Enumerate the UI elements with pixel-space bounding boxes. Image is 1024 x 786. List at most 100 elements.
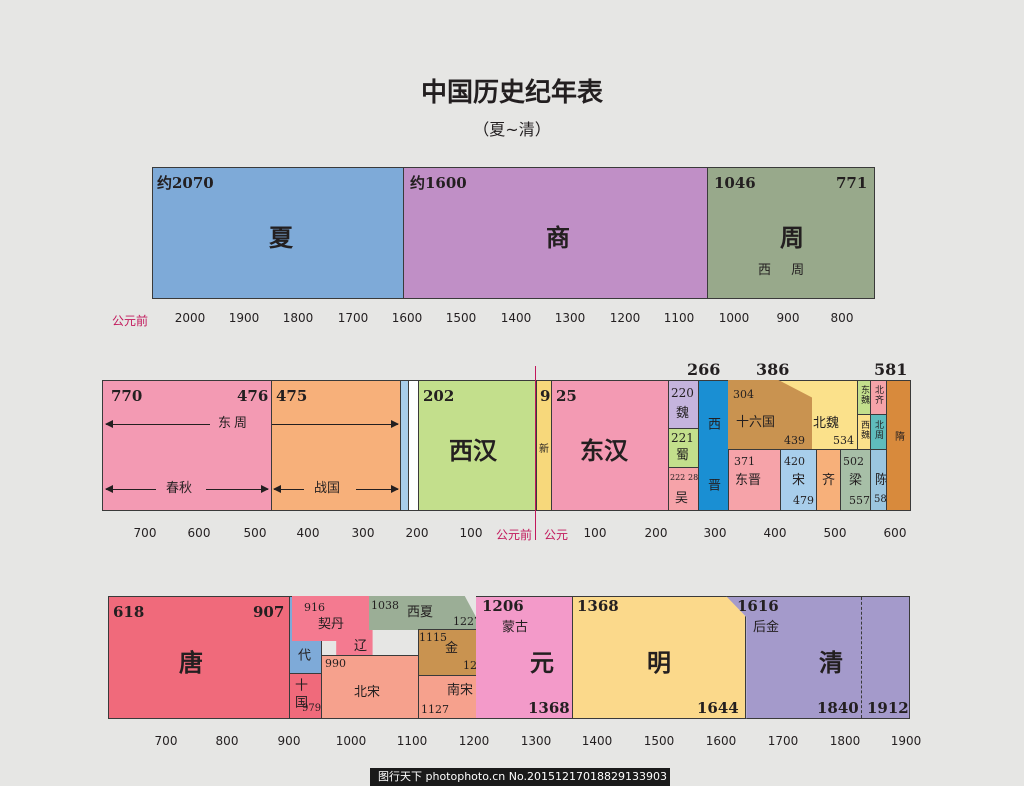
zhou-start: 1046 xyxy=(714,174,756,192)
row1-tick: 1700 xyxy=(337,311,369,325)
dynasty-beisong[interactable]: 990 北宋 xyxy=(321,655,420,719)
row3-tick: 1000 xyxy=(335,734,367,748)
xin-name: 新 xyxy=(539,444,549,455)
row2-tick: 600 xyxy=(187,526,211,540)
zhou-name: 周 xyxy=(780,224,804,252)
dynasty-xixia[interactable]: 1038 西夏 1227 xyxy=(369,596,483,630)
dynasty-donghan[interactable]: 25 东汉 xyxy=(551,380,669,511)
yuan-end: 1368 xyxy=(528,699,570,717)
row2-tick: 200 xyxy=(644,526,668,540)
dongzhou-start: 770 xyxy=(111,387,143,405)
row1-tick: 1800 xyxy=(282,311,314,325)
row2-tick: 600 xyxy=(883,526,907,540)
beiwei-end: 534 xyxy=(833,434,854,447)
row2-tick: 400 xyxy=(296,526,320,540)
liang-name: 梁 xyxy=(849,473,863,488)
xihan-name: 西汉 xyxy=(449,437,497,465)
qing-mark: 1840 xyxy=(817,699,859,717)
xia-start: 约2070 xyxy=(157,174,214,192)
xiwei-name: 西魏 xyxy=(859,420,869,440)
label-581: 581 xyxy=(874,360,908,379)
row1-tick: 1100 xyxy=(663,311,695,325)
dynasty-tang[interactable]: 618 907 唐 xyxy=(108,596,290,719)
dynasty-song-south[interactable]: 420 宋 479 xyxy=(780,449,817,511)
row1-tick: 900 xyxy=(776,311,800,325)
beiwei-name: 北魏 xyxy=(813,416,840,431)
dynasty-zhou[interactable]: 1046 771 周 西 周 xyxy=(707,167,875,299)
sui-name: 隋 xyxy=(895,432,905,443)
wei-name: 魏 xyxy=(676,406,690,421)
row1-tick: 1200 xyxy=(609,311,641,325)
dynasty-yuan[interactable]: 1206 蒙古 元 1368 xyxy=(476,596,573,719)
dynasty-ming[interactable]: 1368 明 1644 xyxy=(572,596,746,719)
dynasty-shiliuguo[interactable]: 304 十六国 439 xyxy=(728,380,812,450)
houjin-name: 后金 xyxy=(753,620,780,635)
dynasty-xihan[interactable]: 202 西汉 xyxy=(418,380,537,511)
shu-name: 蜀 xyxy=(676,448,690,463)
chunqiu-arrow-left xyxy=(105,485,156,493)
xixia-name: 西夏 xyxy=(407,605,434,620)
row1-tick: 1300 xyxy=(554,311,586,325)
label-266: 266 xyxy=(687,360,721,379)
row3-tick: 1100 xyxy=(396,734,428,748)
zhanguo-name: 战国 xyxy=(314,481,341,496)
row1-tick: 800 xyxy=(830,311,854,325)
tang-end: 907 xyxy=(253,603,285,621)
zhanguo-arrow-right xyxy=(356,485,399,493)
dynasty-xiwei[interactable]: 西魏 xyxy=(857,414,871,450)
dynasty-xin[interactable]: 9 新 xyxy=(536,380,552,511)
dynasty-shiguo[interactable]: 十国 979 xyxy=(289,673,322,719)
qing-1840-divider xyxy=(861,597,862,718)
nansong-name: 南宋 xyxy=(447,683,474,698)
liao-name: 辽 xyxy=(354,639,368,654)
row3-tick: 1300 xyxy=(520,734,552,748)
song-start: 420 xyxy=(784,455,805,468)
dynasty-xijin[interactable]: 西 晋 xyxy=(698,380,729,511)
wei-start: 220 xyxy=(671,386,694,400)
dongjin-start: 371 xyxy=(734,455,755,468)
dynasty-shu[interactable]: 221 蜀 xyxy=(668,428,699,468)
row2-tick: 500 xyxy=(823,526,847,540)
dynasty-dongjin[interactable]: 371 东晋 xyxy=(728,449,781,511)
chunqiu-arrow-right xyxy=(206,485,269,493)
dynasty-shang[interactable]: 约1600 商 xyxy=(403,167,708,299)
row2-tick: 100 xyxy=(583,526,607,540)
dynasty-wei[interactable]: 220 魏 xyxy=(668,380,699,429)
bc-ad-divider xyxy=(535,366,536,540)
row3-tick: 1200 xyxy=(458,734,490,748)
song-name: 宋 xyxy=(792,473,806,488)
wu-start: 222 xyxy=(670,473,686,482)
shiliuguo-name: 十六国 xyxy=(736,415,776,430)
dynasty-qing[interactable]: 1616 后金 清 1840 1912 xyxy=(726,596,910,719)
row1-tick: 2000 xyxy=(174,311,206,325)
dynasty-xia[interactable]: 约2070 夏 xyxy=(152,167,404,299)
row1-tick: 1000 xyxy=(718,311,750,325)
dynasty-dongwei[interactable]: 东魏 xyxy=(857,380,871,415)
row3-tick: 1600 xyxy=(705,734,737,748)
row2-tick: 500 xyxy=(243,526,267,540)
dynasty-beiqi[interactable]: 北齐 xyxy=(870,380,887,415)
dynasty-sui[interactable]: 隋 xyxy=(886,380,911,511)
dynasty-qi[interactable]: 齐 xyxy=(816,449,841,511)
row2-tick: 300 xyxy=(351,526,375,540)
liang-end: 557 xyxy=(849,494,870,507)
zhou-end: 771 xyxy=(836,174,868,192)
row2-tick: 400 xyxy=(763,526,787,540)
watermark-footer: 图行天下 photophoto.cn No.201512170188291339… xyxy=(370,768,670,786)
page-subtitle: （夏~清） xyxy=(473,120,551,139)
dongzhou-end: 476 xyxy=(237,387,269,405)
row3-tick: 1500 xyxy=(643,734,675,748)
xia-name: 夏 xyxy=(269,224,293,252)
dynasty-beizhou[interactable]: 北周 xyxy=(870,414,887,450)
shu-start: 221 xyxy=(671,431,694,445)
page-title: 中国历史纪年表 xyxy=(420,78,603,108)
dongjin-name: 东晋 xyxy=(735,473,762,488)
zhanguo-arrow-left xyxy=(273,485,304,493)
dynasty-liang[interactable]: 502 梁 557 xyxy=(840,449,871,511)
chen-end: 589 xyxy=(874,494,894,505)
dongwei-name: 东魏 xyxy=(859,385,869,405)
tang-start: 618 xyxy=(113,603,145,621)
row3-tick: 800 xyxy=(215,734,239,748)
qi-name: 齐 xyxy=(822,473,836,488)
row2-tick: 700 xyxy=(133,526,157,540)
